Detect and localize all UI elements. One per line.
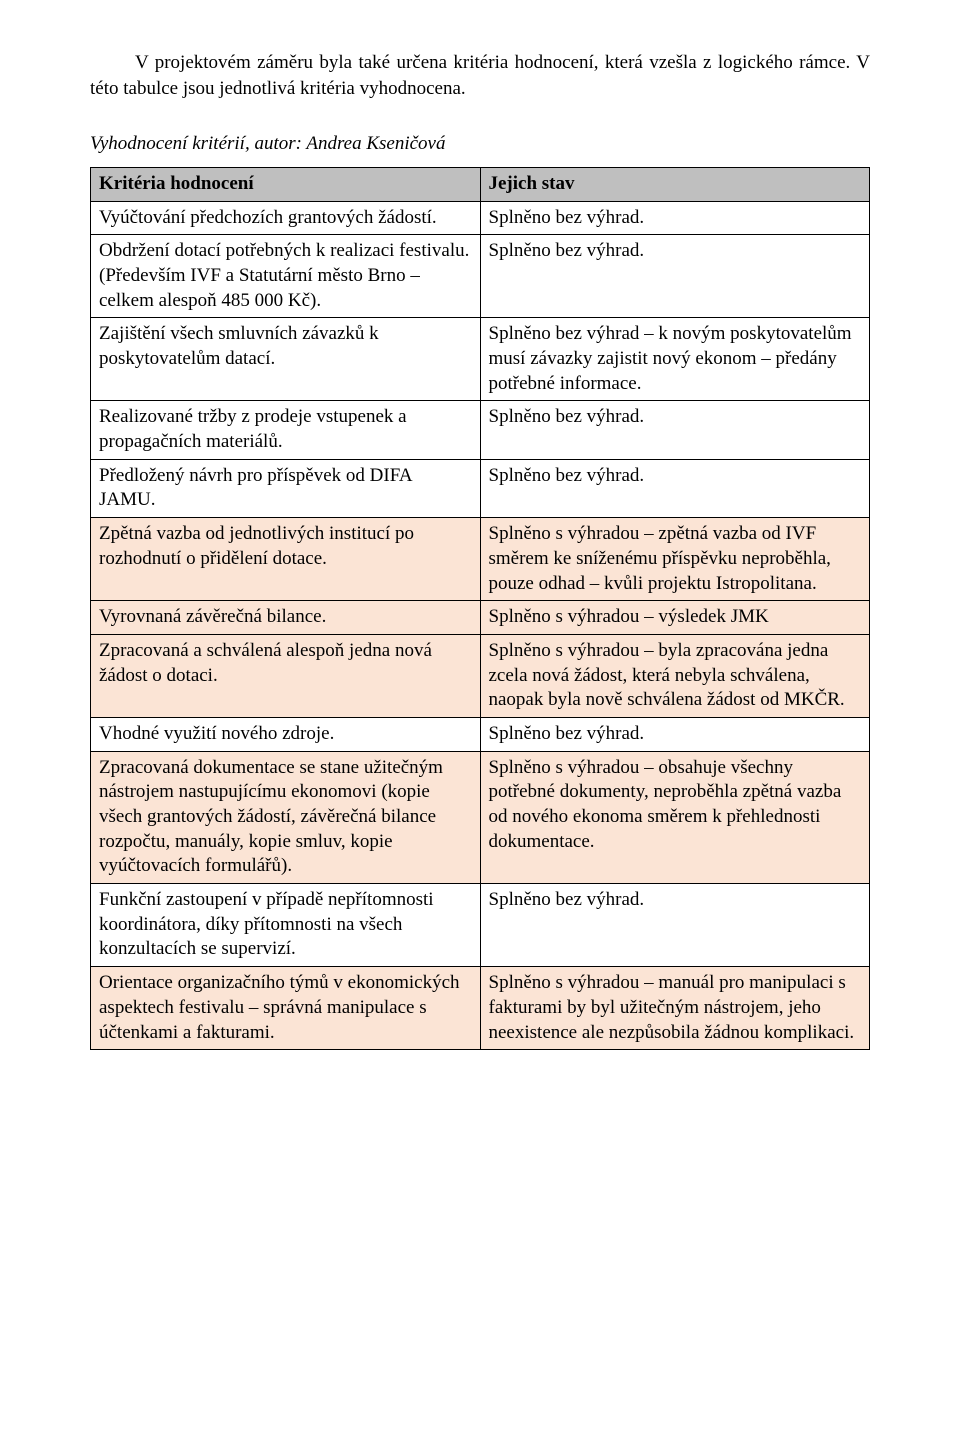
status-cell: Splněno bez výhrad. — [480, 201, 870, 235]
page-container: V projektovém záměru byla také určena kr… — [0, 0, 960, 1452]
table-row: Zpracovaná a schválená alespoň jedna nov… — [91, 634, 870, 717]
criteria-cell: Realizované tržby z prodeje vstupenek a … — [91, 401, 481, 459]
criteria-cell: Funkční zastoupení v případě nepřítomnos… — [91, 884, 481, 967]
status-cell: Splněno s výhradou – obsahuje všechny po… — [480, 751, 870, 883]
table-row: Zpracovaná dokumentace se stane užitečný… — [91, 751, 870, 883]
criteria-cell: Vhodné využití nového zdroje. — [91, 717, 481, 751]
criteria-cell: Obdržení dotací potřebných k realizaci f… — [91, 235, 481, 318]
criteria-cell: Vyrovnaná závěrečná bilance. — [91, 601, 481, 635]
criteria-cell: Zpracovaná dokumentace se stane užitečný… — [91, 751, 481, 883]
intro-paragraph: V projektovém záměru byla také určena kr… — [90, 50, 870, 101]
criteria-cell: Zajištění všech smluvních závazků k posk… — [91, 318, 481, 401]
status-cell: Splněno bez výhrad. — [480, 717, 870, 751]
table-row: Vyúčtování předchozích grantových žádost… — [91, 201, 870, 235]
table-body: Vyúčtování předchozích grantových žádost… — [91, 201, 870, 1050]
status-cell: Splněno s výhradou – výsledek JMK — [480, 601, 870, 635]
table-row: Funkční zastoupení v případě nepřítomnos… — [91, 884, 870, 967]
status-cell: Splněno bez výhrad. — [480, 884, 870, 967]
criteria-cell: Zpětná vazba od jednotlivých institucí p… — [91, 518, 481, 601]
table-row: Realizované tržby z prodeje vstupenek a … — [91, 401, 870, 459]
table-caption: Vyhodnocení kritérií, autor: Andrea Ksen… — [90, 131, 870, 157]
criteria-cell: Předložený návrh pro příspěvek od DIFA J… — [91, 459, 481, 517]
table-row: Předložený návrh pro příspěvek od DIFA J… — [91, 459, 870, 517]
criteria-cell: Vyúčtování předchozích grantových žádost… — [91, 201, 481, 235]
table-header-criteria: Kritéria hodnocení — [91, 167, 481, 201]
status-cell: Splněno bez výhrad. — [480, 401, 870, 459]
table-row: Obdržení dotací potřebných k realizaci f… — [91, 235, 870, 318]
evaluation-table: Kritéria hodnocení Jejich stav Vyúčtován… — [90, 167, 870, 1050]
status-cell: Splněno s výhradou – byla zpracována jed… — [480, 634, 870, 717]
status-cell: Splněno bez výhrad. — [480, 235, 870, 318]
criteria-cell: Zpracovaná a schválená alespoň jedna nov… — [91, 634, 481, 717]
table-row: Zpětná vazba od jednotlivých institucí p… — [91, 518, 870, 601]
table-row: Vyrovnaná závěrečná bilance.Splněno s vý… — [91, 601, 870, 635]
status-cell: Splněno s výhradou – zpětná vazba od IVF… — [480, 518, 870, 601]
table-row: Zajištění všech smluvních závazků k posk… — [91, 318, 870, 401]
status-cell: Splněno bez výhrad. — [480, 459, 870, 517]
table-header-status: Jejich stav — [480, 167, 870, 201]
status-cell: Splněno bez výhrad – k novým poskytovate… — [480, 318, 870, 401]
table-row: Orientace organizačního týmů v ekonomick… — [91, 967, 870, 1050]
table-row: Vhodné využití nového zdroje.Splněno bez… — [91, 717, 870, 751]
criteria-cell: Orientace organizačního týmů v ekonomick… — [91, 967, 481, 1050]
status-cell: Splněno s výhradou – manuál pro manipula… — [480, 967, 870, 1050]
table-header-row: Kritéria hodnocení Jejich stav — [91, 167, 870, 201]
